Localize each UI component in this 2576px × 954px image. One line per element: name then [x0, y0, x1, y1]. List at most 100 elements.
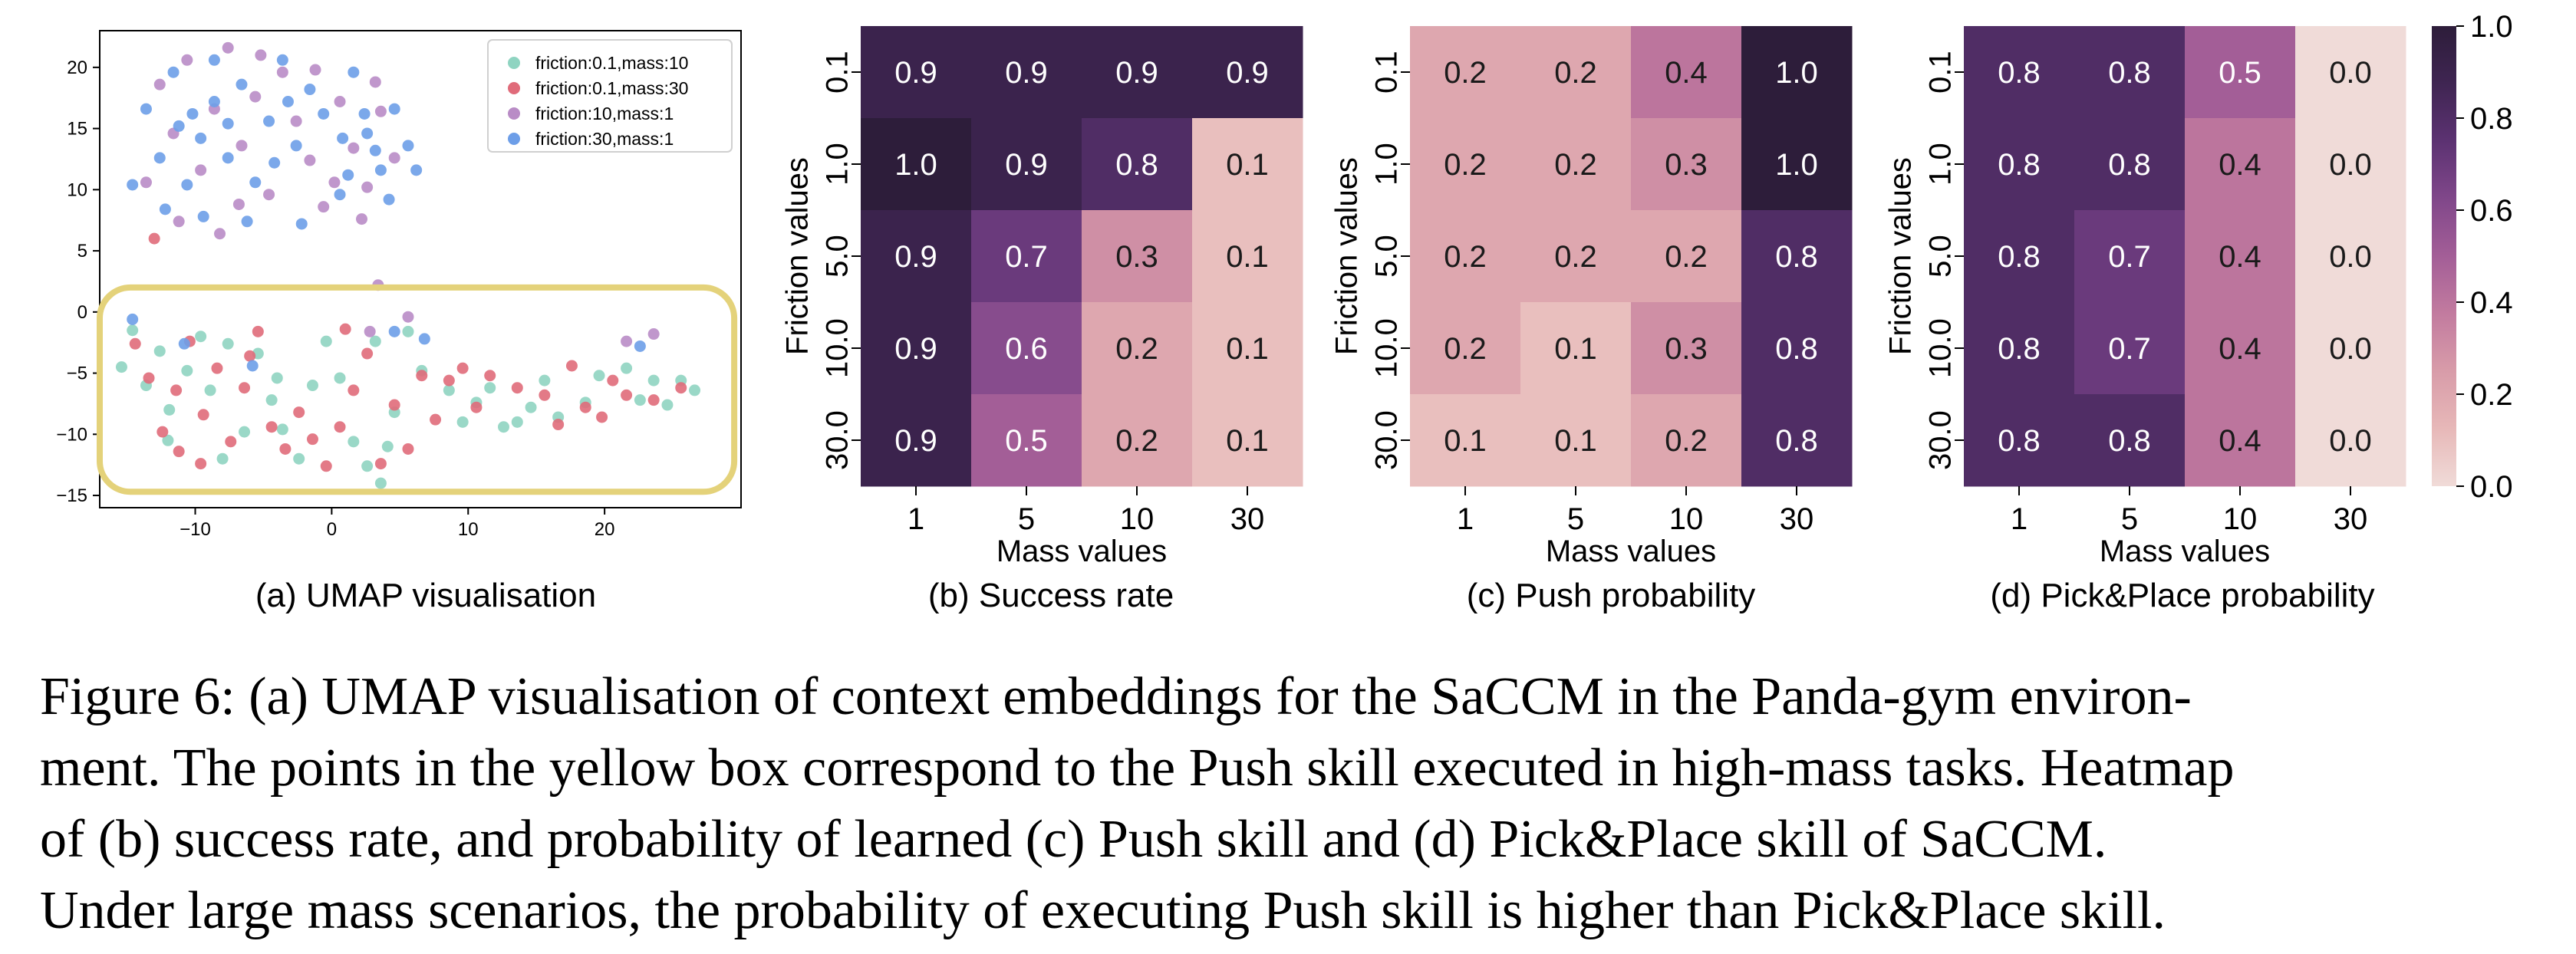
push-ytick-label: 10.0 — [1370, 318, 1404, 378]
umap-point — [361, 460, 374, 472]
umap-point — [416, 370, 428, 382]
umap-point — [148, 232, 160, 245]
umap-point — [208, 96, 220, 108]
umap-point — [236, 78, 248, 90]
umap-point — [222, 337, 234, 350]
umap-point — [320, 335, 332, 347]
umap-point — [621, 389, 633, 401]
umap-point — [239, 382, 251, 394]
push-cell-label: 0.1 — [1554, 424, 1597, 458]
umap-ytick-label: −10 — [56, 424, 87, 445]
push-ytick-label: 0.1 — [1370, 51, 1404, 94]
umap-point — [388, 399, 400, 411]
umap-point — [374, 105, 387, 117]
push-cell — [1741, 394, 1853, 487]
pickplace-cell — [2074, 302, 2186, 395]
umap-point — [443, 384, 455, 396]
umap-point — [647, 394, 660, 406]
umap-point — [214, 228, 226, 240]
umap-point — [143, 372, 155, 384]
umap-point — [348, 436, 360, 448]
umap-point — [443, 374, 455, 387]
umap-point — [369, 335, 381, 347]
umap-point — [236, 140, 248, 152]
umap-point — [246, 360, 259, 372]
umap-point — [552, 419, 565, 431]
umap-point — [222, 41, 234, 54]
success-cell-label: 0.9 — [1226, 56, 1269, 90]
caption-line: ment. The points in the yellow box corre… — [40, 739, 2235, 798]
success-cell-label: 0.9 — [894, 240, 937, 274]
pickplace-ytick-label: 1.0 — [1924, 143, 1958, 186]
figure-caption: Figure 6: (a) UMAP visualisation of cont… — [40, 661, 2542, 946]
umap-point — [197, 210, 209, 222]
subcaption-c: (c) Push probability — [1466, 577, 1756, 614]
pickplace-cell-label: 0.8 — [1998, 56, 2041, 90]
umap-point — [216, 452, 229, 465]
pickplace-ytick-label: 10.0 — [1924, 318, 1958, 378]
pickplace-cell — [2074, 394, 2186, 487]
pickplace-cell — [2074, 26, 2186, 119]
success-cell — [1082, 302, 1193, 395]
success-cell — [861, 118, 972, 211]
umap-legend-label: friction:0.1,mass:10 — [535, 53, 688, 73]
umap-point — [342, 169, 354, 181]
push-cell-label: 0.8 — [1775, 332, 1818, 366]
pickplace-cell — [2185, 302, 2296, 395]
pickplace-cell-label: 0.4 — [2219, 424, 2261, 458]
umap-point — [456, 416, 469, 428]
umap-point — [167, 66, 180, 78]
pickplace-xtick-label: 5 — [2121, 502, 2138, 536]
pickplace-cell-label: 0.4 — [2219, 332, 2261, 366]
success-cell-label: 0.1 — [1226, 148, 1269, 182]
umap-point — [388, 152, 400, 164]
umap-point — [263, 115, 275, 127]
umap-point — [539, 374, 551, 387]
umap-point — [402, 140, 414, 152]
subcaption-d: (d) Pick&Place probability — [1990, 577, 2375, 614]
pickplace-cell — [1964, 302, 2075, 395]
umap-point — [647, 374, 660, 387]
umap-point — [268, 156, 281, 169]
umap-point — [181, 54, 193, 66]
umap-point — [689, 384, 701, 396]
umap-point — [211, 362, 223, 374]
pickplace-cell-label: 0.7 — [2108, 240, 2151, 274]
umap-point — [498, 421, 510, 433]
umap-point — [361, 347, 374, 360]
umap-point — [661, 399, 674, 411]
success-cell — [1082, 26, 1193, 119]
umap-point — [621, 362, 633, 374]
umap-point — [339, 323, 351, 335]
caption-line: of (b) success rate, and probability of … — [40, 810, 2107, 869]
success-cell — [1192, 302, 1303, 395]
success-xtick-label: 1 — [908, 502, 924, 536]
umap-point — [309, 64, 321, 76]
umap-point — [173, 120, 185, 132]
umap-point — [525, 401, 537, 413]
push-cell-label: 0.3 — [1665, 332, 1708, 366]
umap-point — [195, 458, 207, 470]
umap-point — [276, 54, 288, 66]
umap-legend-label: friction:30,mass:1 — [535, 129, 674, 149]
umap-point — [634, 394, 646, 406]
umap-ytick-label: 20 — [67, 58, 87, 78]
pickplace-cell-label: 0.0 — [2329, 332, 2372, 366]
push-cell-label: 0.1 — [1444, 424, 1487, 458]
pickplace-cell-label: 0.8 — [1998, 424, 2041, 458]
umap-point — [348, 384, 360, 396]
umap-point — [293, 406, 305, 419]
umap-point — [388, 103, 400, 115]
umap-point — [621, 335, 633, 347]
pickplace-cell-label: 0.0 — [2329, 148, 2372, 182]
success-xtick-label: 10 — [1120, 502, 1155, 536]
pickplace-cell-label: 0.0 — [2329, 56, 2372, 90]
umap-point — [565, 360, 578, 372]
umap-point — [127, 179, 139, 191]
umap-point — [140, 103, 152, 115]
push-ytick-label: 1.0 — [1370, 143, 1404, 186]
pickplace-cell — [2295, 394, 2406, 487]
umap-point — [596, 411, 608, 423]
umap-point — [295, 218, 308, 230]
